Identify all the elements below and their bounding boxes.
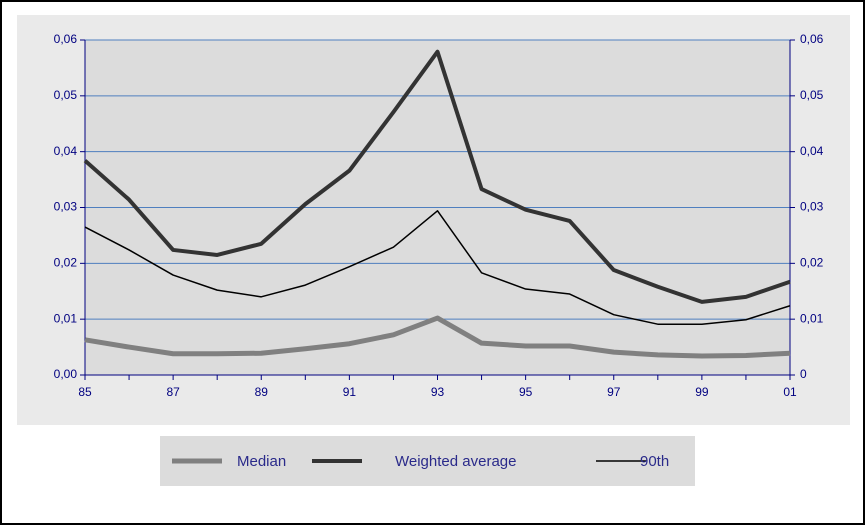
y2-tick-label: 0,02 [800,256,824,270]
y2-tick-label: 0,01 [800,311,824,325]
x-tick-label: 97 [607,385,621,399]
x-tick-label: 85 [78,385,92,399]
y2-tick-label: 0 [800,367,807,381]
y-tick-label: 0,05 [54,88,78,102]
series-line [84,315,791,359]
y-tick-label: 0,02 [54,256,78,270]
y2-tick-label: 0,06 [800,32,824,46]
x-tick-label: 91 [343,385,357,399]
x-tick-label: 87 [166,385,180,399]
y2-tick-label: 0,05 [800,88,824,102]
legend-label: 90th [640,453,669,470]
x-tick-label: 01 [783,385,797,399]
y-tick-label: 0,01 [54,311,78,325]
legend-label: Median [237,453,286,470]
y2-tick-label: 0,03 [800,200,824,214]
legend-label: Weighted average [395,453,516,470]
y-tick-label: 0,00 [54,367,78,381]
y2-tick-label: 0,04 [800,144,824,158]
x-tick-label: 95 [519,385,533,399]
y-tick-label: 0,06 [54,32,78,46]
x-tick-label: 93 [431,385,445,399]
y-tick-label: 0,04 [54,144,78,158]
y-tick-label: 0,03 [54,200,78,214]
x-tick-label: 89 [255,385,269,399]
series-line [84,210,791,325]
series-line [83,49,791,304]
x-tick-label: 99 [695,385,709,399]
